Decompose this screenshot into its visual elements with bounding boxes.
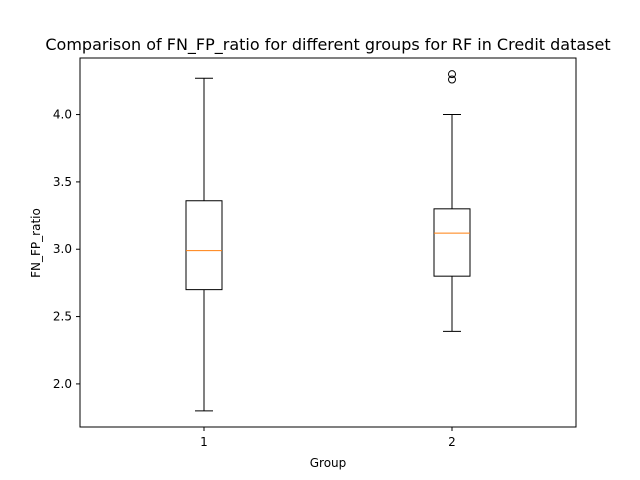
plot-frame (79, 57, 577, 428)
y-tick-label: 3.5 (53, 175, 72, 189)
x-axis-label: Group (310, 456, 347, 470)
plot-area (185, 70, 471, 412)
y-tick-label: 2.0 (53, 377, 72, 391)
box-group-2 (433, 70, 471, 332)
y-axis-label: FN_FP_ratio (29, 208, 43, 278)
y-tick-label: 3.0 (53, 242, 72, 256)
outlier-point (448, 75, 456, 84)
x-tick-label: 1 (200, 435, 208, 449)
axes: 2.0 2.5 3.0 3.5 4.0 1 2 (53, 57, 577, 449)
chart-title: Comparison of FN_FP_ratio for different … (45, 35, 610, 55)
box-iqr (185, 200, 223, 291)
outlier-point (448, 70, 456, 79)
box-group-1 (185, 77, 223, 412)
y-tick-label: 4.0 (53, 108, 72, 122)
y-tick-label: 2.5 (53, 310, 72, 324)
x-tick-label: 2 (448, 435, 456, 449)
box-iqr (433, 208, 471, 277)
